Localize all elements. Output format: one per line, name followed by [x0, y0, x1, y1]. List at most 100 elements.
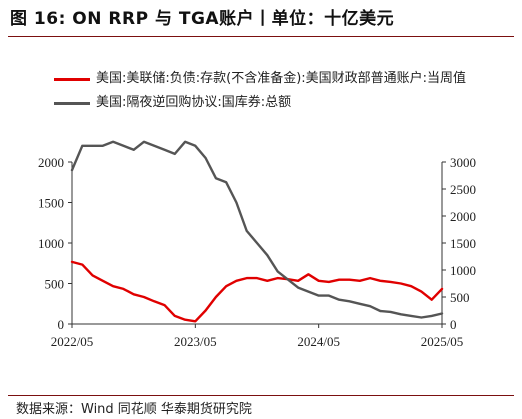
right-y-tick-label: 2000 — [450, 209, 476, 224]
tga-data-point — [338, 279, 340, 281]
tga-data-point — [328, 281, 330, 283]
tga-data-point — [390, 281, 392, 283]
rrp-data-point — [163, 149, 166, 151]
x-tick-label: 2023/05 — [174, 334, 217, 349]
tga-data-point — [318, 280, 320, 282]
left-y-tick-label: 500 — [45, 277, 65, 292]
source-note: 数据来源：Wind 同花顺 华泰期货研究院 — [16, 402, 252, 417]
rrp-data-point — [359, 303, 361, 305]
rrp-data-point — [133, 149, 135, 151]
tga-data-point — [431, 299, 433, 301]
rrp-data-point — [225, 181, 227, 183]
rrp-data-point — [348, 300, 351, 302]
rrp-data-point — [390, 311, 392, 313]
rrp-data-point — [431, 315, 433, 317]
rrp-data-point — [287, 278, 289, 280]
rrp-data-point — [71, 169, 73, 171]
tga-data-point — [297, 280, 299, 282]
x-tick-label: 2022/05 — [51, 334, 94, 349]
rrp-data-point — [215, 177, 217, 179]
rrp-data-point — [420, 316, 422, 319]
legend-label-tga: 美国:美联储:负债:存款(不含准备金):美国财政部普通账户:当周值 — [96, 71, 467, 86]
rrp-data-point — [266, 254, 268, 256]
rrp-data-point — [318, 295, 320, 297]
tga-data-point — [359, 280, 361, 282]
legend-item-tga: 美国:美联储:负债:存款(不含准备金):美国财政部普通账户:当周值 — [54, 70, 522, 88]
title-divider — [8, 36, 514, 37]
legend: 美国:美联储:负债:存款(不含准备金):美国财政部普通账户:当周值 美国:隔夜逆… — [54, 70, 522, 118]
tga-data-point — [266, 280, 268, 282]
tga-data-point — [153, 300, 155, 302]
rrp-data-point — [256, 242, 258, 244]
tga-data-point — [174, 315, 176, 317]
right-y-tick-label: 3000 — [450, 155, 476, 170]
tga-data-point — [92, 274, 94, 276]
tga-data-point — [194, 320, 196, 322]
rrp-data-point — [338, 299, 340, 301]
right-y-tick-label: 0 — [450, 317, 457, 332]
tga-data-point — [348, 279, 351, 281]
rrp-data-point — [441, 312, 443, 315]
tga-data-point — [163, 304, 166, 306]
legend-swatch-rrp — [54, 102, 90, 105]
right-y-tick-label: 1500 — [450, 236, 476, 251]
rrp-data-point — [235, 201, 237, 204]
tga-data-point — [307, 273, 309, 275]
rrp-data-point — [246, 230, 248, 232]
tga-data-point — [143, 296, 145, 298]
rrp-data-point — [205, 157, 207, 159]
rrp-data-point — [153, 145, 155, 147]
rrp-data-point — [307, 291, 309, 293]
tga-data-point — [102, 280, 104, 282]
legend-item-rrp: 美国:隔夜逆回购协议:国库券:总额 — [54, 94, 522, 112]
rrp-data-point — [143, 141, 145, 143]
rrp-data-point — [184, 141, 186, 143]
tga-data-point — [256, 277, 258, 279]
tga-data-point — [71, 261, 73, 263]
source-divider — [8, 395, 514, 396]
rrp-data-point — [112, 141, 114, 143]
rrp-data-point — [277, 270, 279, 272]
right-y-tick-label: 1000 — [450, 263, 476, 278]
rrp-data-point — [122, 145, 124, 147]
tga-data-point — [235, 280, 237, 282]
rrp-data-point — [194, 145, 196, 147]
tga-data-point — [400, 282, 402, 285]
tga-data-point — [122, 288, 124, 290]
left-y-tick-label: 0 — [58, 317, 65, 332]
tga-data-point — [369, 277, 371, 279]
tga-data-point — [184, 319, 186, 321]
left-y-tick-label: 1500 — [38, 196, 64, 211]
right-y-tick-label: 500 — [450, 290, 470, 305]
rrp-data-point — [92, 145, 94, 147]
page-title: 图 16: ON RRP 与 TGA账户丨单位：十亿美元 — [10, 9, 395, 29]
tga-data-point — [379, 280, 381, 282]
rrp-data-point — [400, 313, 402, 315]
rrp-data-point — [369, 305, 371, 307]
tga-data-point — [81, 264, 83, 266]
rrp-data-point — [328, 295, 330, 297]
tga-data-point — [225, 285, 227, 287]
rrp-data-point — [174, 153, 176, 155]
tga-data-point — [246, 277, 248, 279]
legend-label-rrp: 美国:隔夜逆回购协议:国库券:总额 — [96, 95, 292, 110]
tga-data-point — [112, 285, 114, 287]
tga-data-point — [277, 277, 279, 279]
right-y-tick-label: 2500 — [450, 182, 476, 197]
left-y-tick-label: 1000 — [38, 236, 64, 251]
rrp-data-point — [379, 310, 381, 312]
rrp-data-point — [410, 315, 412, 317]
tga-data-point — [215, 296, 217, 298]
tga-data-point — [133, 293, 135, 295]
tga-data-point — [420, 291, 422, 293]
tga-data-point — [441, 288, 443, 290]
legend-swatch-tga — [54, 78, 90, 81]
rrp-data-point — [297, 287, 299, 289]
x-tick-label: 2025/05 — [421, 334, 464, 349]
rrp-data-point — [102, 145, 104, 147]
rrp-data-point — [81, 145, 83, 147]
x-tick-label: 2024/05 — [297, 334, 340, 349]
left-y-tick-label: 2000 — [38, 155, 64, 170]
tga-data-point — [205, 309, 207, 312]
